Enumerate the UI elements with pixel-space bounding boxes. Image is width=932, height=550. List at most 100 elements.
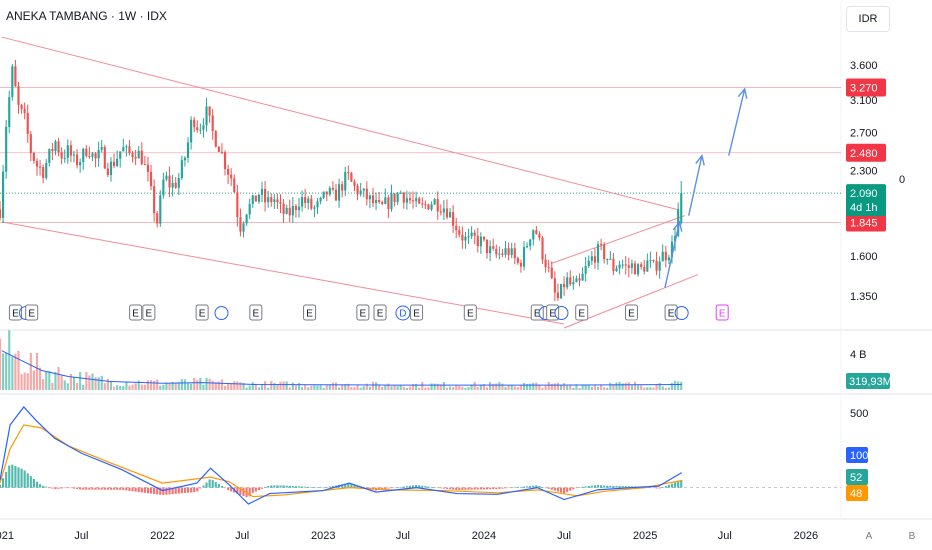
candle-body — [448, 212, 452, 218]
volume-bar — [547, 381, 550, 390]
volume-bar — [143, 384, 146, 390]
volume-bar — [516, 387, 519, 390]
candle-body — [615, 268, 618, 272]
candle-body — [627, 265, 630, 268]
volume-bar — [196, 380, 199, 390]
candle-body — [180, 160, 183, 179]
candle-body — [119, 151, 122, 159]
volume-bar — [282, 381, 285, 390]
macd-histogram-bar — [183, 487, 187, 493]
volume-bar — [273, 383, 276, 390]
macd-histogram-bar — [569, 487, 572, 491]
candle-body — [171, 182, 174, 188]
volume-bar — [670, 382, 674, 390]
volume-ma-line — [1, 350, 682, 386]
volume-bar — [427, 387, 430, 390]
candle-body — [408, 198, 412, 201]
macd-histogram-bar — [304, 486, 307, 488]
volume-bar — [45, 371, 48, 390]
volume-bar — [636, 385, 640, 390]
candle-body — [100, 147, 103, 150]
earnings-marker-label: E — [360, 309, 367, 320]
macd-histogram-bar — [140, 487, 143, 493]
earnings-marker — [142, 304, 156, 321]
candle-body — [365, 188, 368, 200]
candle-body — [140, 150, 143, 165]
macd-histogram-bar — [652, 487, 655, 489]
volume-bar — [291, 382, 294, 390]
macd-histogram-bar — [538, 486, 541, 488]
volume-bar — [307, 387, 310, 390]
currency-button[interactable]: IDR — [846, 6, 890, 32]
price-tick-label: 2.300 — [850, 166, 878, 178]
candle-body — [334, 189, 338, 201]
macd-histogram-bar — [91, 487, 94, 490]
candle-body — [149, 171, 153, 187]
candle-body — [85, 148, 88, 156]
macd-histogram-bar — [590, 485, 593, 488]
volume-bar — [174, 383, 177, 390]
volume-bar — [35, 353, 39, 390]
volume-bar — [183, 379, 187, 390]
macd-value-tag — [846, 469, 868, 485]
candle-body — [621, 264, 624, 266]
volume-bar — [313, 385, 316, 390]
macd-value-label: 48 — [850, 488, 862, 500]
volume-bar — [368, 386, 371, 390]
candle-body — [236, 192, 239, 218]
macd-histogram-bar — [202, 485, 205, 488]
candle-body — [556, 292, 560, 299]
macd-histogram-bar — [381, 487, 384, 490]
candle-body — [498, 253, 501, 255]
countdown-label: 4d 1h — [850, 202, 878, 214]
candle-body — [301, 197, 304, 207]
macd-histogram-bar — [79, 487, 82, 490]
candle-body — [532, 230, 535, 240]
volume-bar — [149, 380, 153, 390]
macd-histogram-bar — [600, 485, 603, 488]
volume-bar — [526, 383, 529, 390]
candle-body — [603, 244, 606, 260]
volume-bar — [433, 383, 436, 390]
macd-histogram-bar — [421, 485, 424, 488]
volume-bar — [458, 385, 461, 390]
volume-bar — [97, 377, 100, 390]
volume-bar — [390, 386, 393, 390]
volume-bar — [606, 387, 609, 390]
macd-histogram-bar — [42, 485, 45, 488]
candle-body — [584, 265, 587, 274]
volume-bar — [8, 330, 11, 390]
candle-body — [214, 131, 217, 147]
candle-body — [0, 209, 2, 218]
macd-histogram-bar — [26, 473, 29, 488]
macd-histogram-bar — [264, 487, 267, 488]
volume-bar — [208, 378, 211, 390]
volume-bar — [165, 382, 168, 390]
volume-axis-label: 4 B — [850, 349, 867, 361]
candle-body — [205, 106, 208, 126]
macd-histogram-bar — [66, 487, 69, 489]
split-marker — [554, 306, 569, 320]
macd-histogram-bar — [94, 487, 97, 490]
volume-bar — [556, 382, 560, 390]
earnings-marker — [356, 304, 370, 321]
macd-histogram-bar — [476, 487, 479, 490]
macd-value-label: 100 — [850, 450, 868, 462]
x-tick-label: 2024 — [472, 530, 496, 542]
volume-bar — [596, 386, 600, 390]
macd-histogram-bar — [156, 487, 159, 495]
candle-body — [405, 198, 408, 203]
macd-histogram-bar — [220, 486, 224, 488]
candle-body — [128, 146, 131, 153]
candle-body — [199, 129, 202, 131]
macd-histogram-bar — [57, 487, 60, 489]
volume-bar — [233, 381, 236, 390]
macd-histogram-bar — [603, 485, 606, 488]
macd-histogram-bar — [11, 464, 14, 488]
earnings-marker-label: E — [719, 309, 726, 320]
channel-line — [1, 221, 565, 325]
earnings-marker-label: E — [253, 309, 260, 320]
volume-bar — [288, 387, 291, 390]
volume-bar — [461, 386, 464, 390]
